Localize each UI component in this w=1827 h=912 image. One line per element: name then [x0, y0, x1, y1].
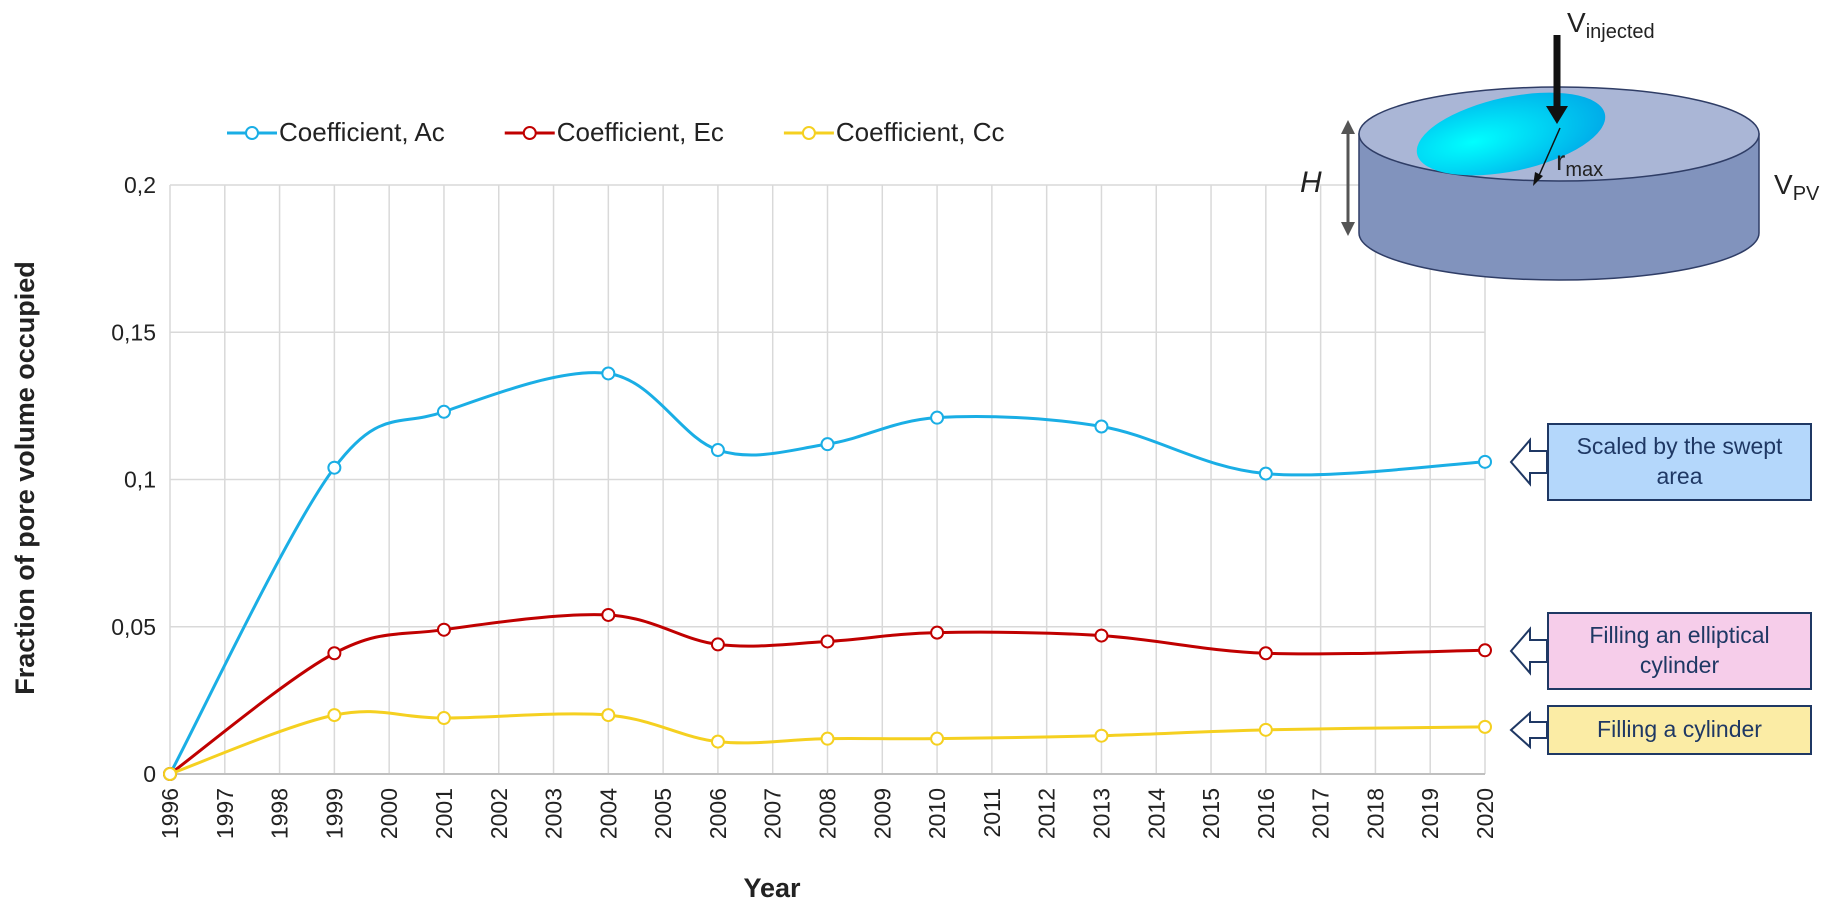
- x-tick-label: 2016: [1253, 788, 1279, 839]
- y-tick-label: 0,2: [124, 172, 156, 198]
- y-tick-label: 0: [143, 761, 156, 787]
- x-tick-label: 2014: [1143, 788, 1169, 839]
- x-tick-label: 2001: [431, 788, 457, 839]
- x-tick-label: 1997: [212, 788, 238, 839]
- annotation: Scaled by the swept area: [1547, 423, 1812, 501]
- data-point: [601, 708, 616, 723]
- x-tick-label: 2020: [1472, 788, 1498, 839]
- x-tick-label: 2015: [1198, 788, 1224, 839]
- plot-area: 0 0,05 0,1 0,15 0,2 1996 1997 1998 1999 2000 2001 2…: [111, 117, 1498, 839]
- x-tick-label: 2003: [541, 788, 567, 839]
- x-tick-label: 1998: [267, 788, 293, 839]
- x-tick-label: 2019: [1417, 788, 1443, 839]
- v: V: [1774, 169, 1793, 200]
- height-arrow-head: [1341, 120, 1355, 134]
- data-point: [1258, 722, 1273, 737]
- x-tick-label: 2009: [869, 788, 895, 839]
- data-point: [327, 460, 342, 475]
- y-tick-label: 0,15: [111, 319, 156, 345]
- data-point: [820, 731, 835, 746]
- data-point: [1258, 646, 1273, 661]
- x-axis-label: Year: [743, 873, 801, 903]
- x-tick-label: 2011: [979, 788, 1005, 837]
- v-injected-label: Vinjected: [1567, 7, 1655, 43]
- x-tick-label: 1996: [157, 788, 183, 839]
- data-point: [1094, 728, 1109, 743]
- x-tick-label: 2002: [486, 788, 512, 839]
- x-tick-label: 2017: [1308, 788, 1334, 839]
- y-tick-label: 0,1: [124, 467, 156, 493]
- data-point: [601, 607, 616, 622]
- data-point: [1094, 419, 1109, 434]
- cylinder-diagram: Vinjected rmax H VPV: [1300, 7, 1820, 281]
- data-point: [436, 622, 451, 637]
- y-tick-label: 0,05: [111, 614, 156, 640]
- data-point: [1478, 454, 1492, 469]
- subscript: max: [1565, 159, 1603, 181]
- series-line: [169, 710, 1486, 776]
- radius-arrow: [1536, 127, 1561, 181]
- data-point: [327, 646, 342, 661]
- x-tick-label: 2004: [595, 788, 621, 839]
- data-point: [930, 625, 945, 640]
- x-tick-label: 2012: [1034, 788, 1060, 839]
- callout-arrows: [1509, 437, 1548, 750]
- x-tick-label: 2008: [815, 788, 841, 839]
- data-point: [930, 731, 945, 746]
- data-point: [1094, 628, 1109, 643]
- subscript: PV: [1793, 183, 1820, 205]
- y-axis-label: Fraction of pore volume occupied: [10, 261, 40, 695]
- v-pv-label: VPV: [1774, 169, 1820, 205]
- x-tick-label: 2005: [650, 788, 676, 839]
- h-label: H: [1300, 166, 1322, 199]
- legend-marker: [522, 126, 537, 140]
- data-point: [1478, 719, 1492, 734]
- radius-arrow-head: [1533, 172, 1543, 186]
- legend-label: Coefficient, Cc: [836, 117, 1005, 147]
- data-point: [1258, 466, 1273, 481]
- r-max-label: rmax: [1556, 145, 1603, 181]
- data-point: [930, 410, 945, 425]
- data-point: [820, 437, 835, 452]
- data-point: [710, 443, 725, 458]
- x-tick-label: 1999: [321, 788, 347, 839]
- callout-arrow: [1509, 437, 1548, 487]
- data-point: [436, 404, 451, 419]
- data-point: [820, 634, 835, 649]
- data-point: [436, 711, 451, 726]
- legend-label: Coefficient, Ac: [279, 117, 445, 147]
- series-line: [169, 613, 1486, 776]
- annotation: Filling an elliptical cylinder: [1547, 612, 1812, 690]
- data-point: [1478, 643, 1492, 658]
- data-point: [327, 708, 342, 723]
- legend-marker: [245, 126, 259, 140]
- data-point: [163, 767, 177, 781]
- data-point: [710, 637, 725, 652]
- x-tick-label: 2006: [705, 788, 731, 839]
- legend: Coefficient, Ac Coefficient, Ec Coefficien…: [227, 117, 1005, 147]
- series-line: [168, 371, 1486, 775]
- v: V: [1567, 7, 1586, 38]
- callout-arrow: [1509, 710, 1548, 750]
- height-arrow-head: [1341, 222, 1355, 236]
- data-point: [710, 734, 725, 749]
- data-point: [601, 366, 616, 381]
- x-tick-label: 2013: [1088, 788, 1114, 839]
- x-tick-label: 2007: [760, 788, 786, 839]
- x-tick-label: 2000: [376, 788, 402, 839]
- inject-arrow-head: [1546, 106, 1568, 124]
- x-tick-label: 2010: [924, 788, 950, 839]
- legend-label: Coefficient, Ec: [557, 117, 724, 147]
- callout-arrow: [1509, 626, 1548, 676]
- r: r: [1556, 145, 1565, 176]
- subscript: injected: [1586, 21, 1655, 43]
- x-tick-label: 2018: [1362, 788, 1388, 839]
- annotation: Filling a cylinder: [1547, 705, 1812, 755]
- legend-marker: [801, 126, 816, 140]
